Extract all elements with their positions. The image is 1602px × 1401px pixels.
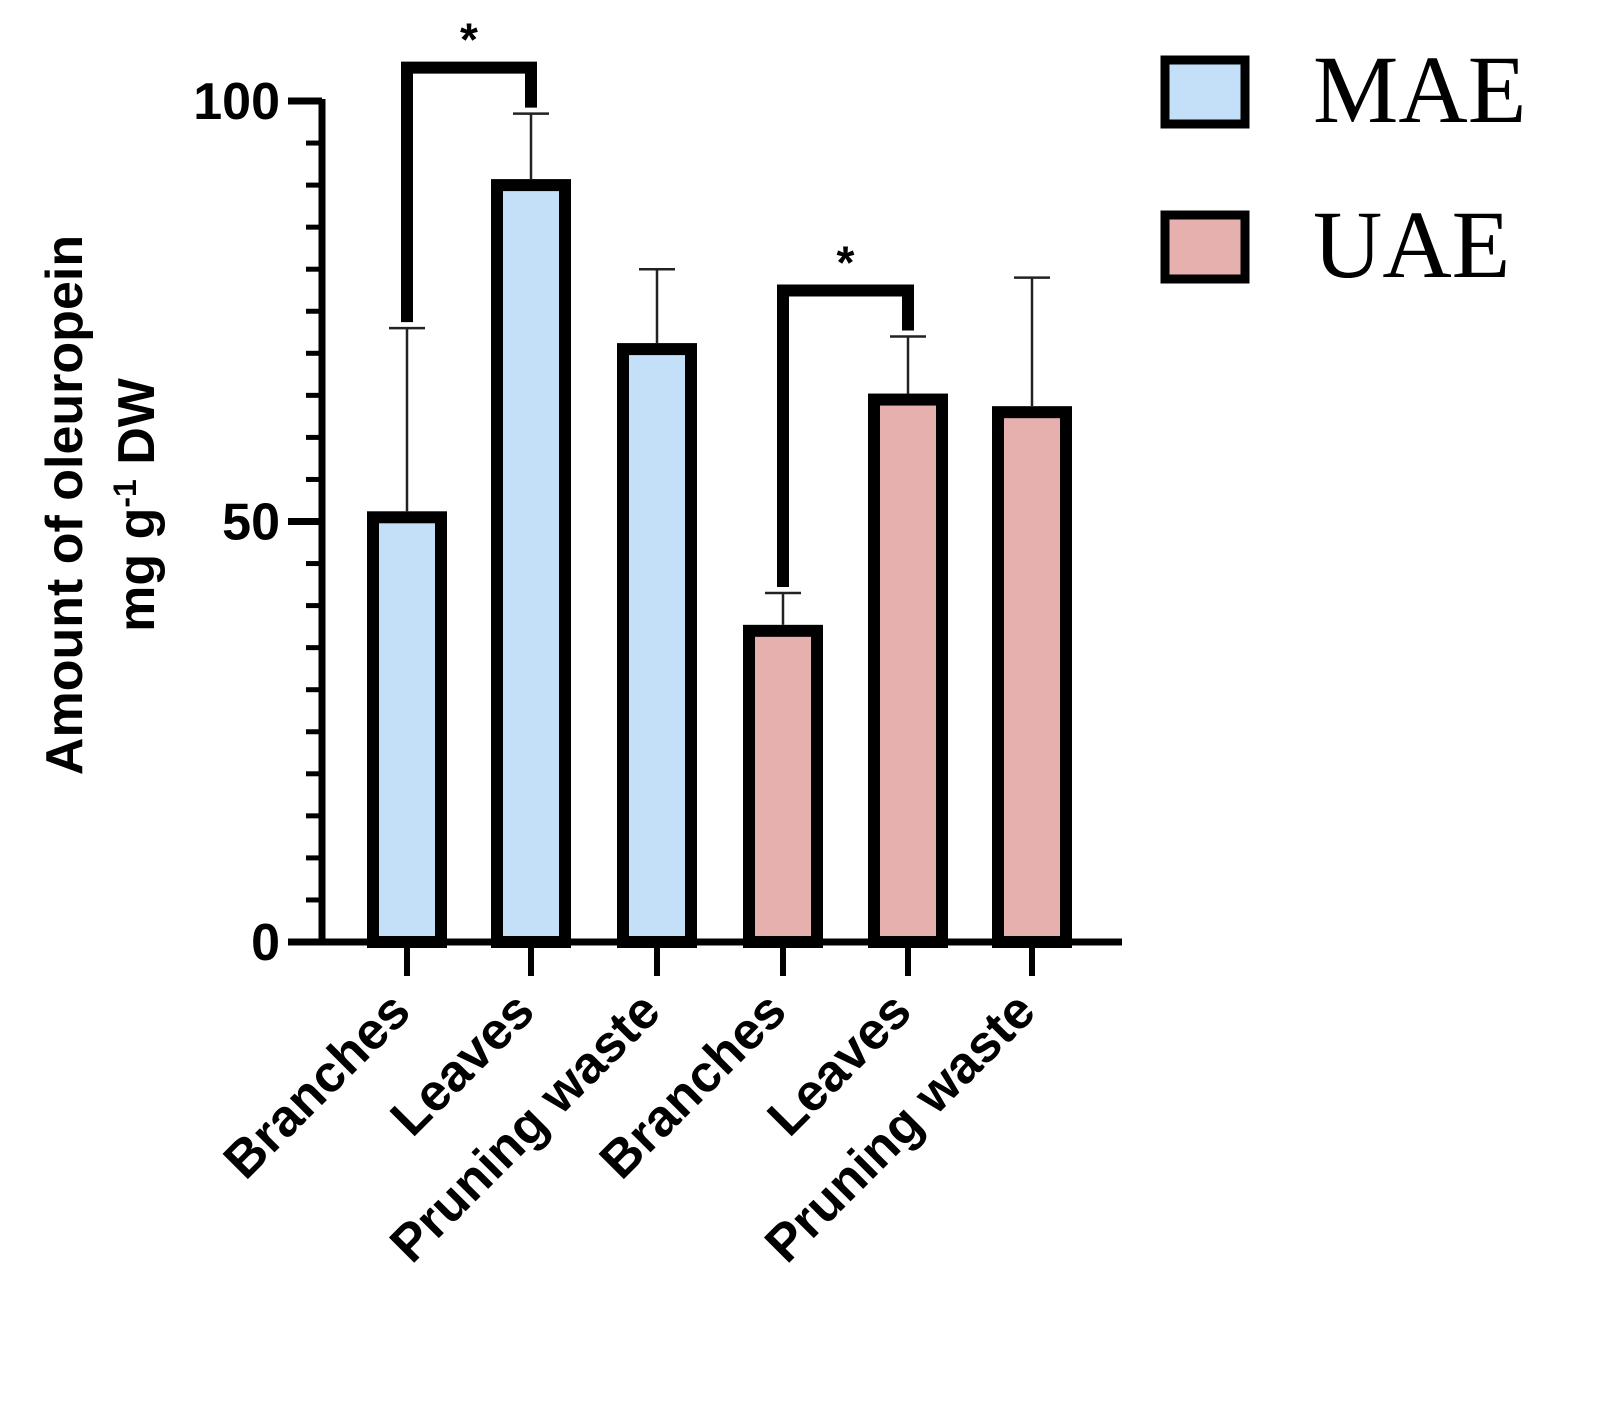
legend-swatch	[1160, 55, 1250, 129]
significance-label: *	[460, 14, 478, 66]
legend-label: UAE	[1313, 191, 1510, 298]
significance-bracket	[777, 284, 914, 587]
y-tick-label: 50	[222, 494, 280, 552]
y-tick-label: 0	[251, 914, 280, 972]
bar	[868, 393, 948, 948]
bar	[992, 406, 1072, 949]
y-axis: 0 50 100	[193, 73, 326, 972]
legend-label: MAE	[1313, 36, 1526, 143]
y-tick-label: 100	[193, 73, 280, 131]
bars	[367, 179, 1072, 949]
y-axis-units-main: mg g	[108, 508, 166, 632]
bar	[743, 624, 823, 949]
y-axis-label-units: mg g-1 DW	[107, 377, 166, 632]
y-axis-units-sup: -1	[107, 479, 143, 507]
legend: MAE UAE	[1160, 36, 1526, 298]
category-label: Branches	[213, 981, 422, 1190]
bar	[367, 511, 447, 948]
y-axis-label: Amount of oleuropein	[36, 235, 94, 775]
significance-bracket	[401, 61, 537, 323]
legend-swatch	[1160, 210, 1250, 284]
error-bars	[389, 112, 1050, 625]
significance-brackets: **	[401, 14, 914, 587]
bar	[617, 343, 697, 949]
y-axis-units-end: DW	[108, 377, 166, 479]
bar	[491, 179, 571, 949]
significance-label: *	[837, 236, 855, 288]
